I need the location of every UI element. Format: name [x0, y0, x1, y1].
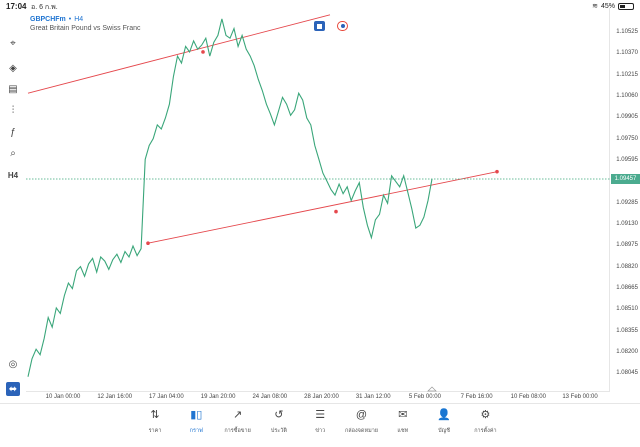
symbol-separator: • [68, 16, 72, 23]
time-axis-tick: 17 Jan 04:00 [149, 394, 184, 400]
time-axis-tick: 28 Jan 20:00 [304, 394, 339, 400]
nav-quotes[interactable]: ⇅ ราคา [135, 408, 175, 435]
nav-label: กล่องจดหมาย [344, 428, 379, 434]
nav-label: กราฟ [189, 428, 203, 434]
nav-chat[interactable]: ✉ แชท [383, 408, 423, 435]
nav-settings[interactable]: ⚙ การตั้งค่า [465, 408, 505, 435]
time-axis-tick: 5 Feb 00:00 [408, 394, 441, 400]
price-axis: 1.10525 1.10370 1.10215 1.10060 1.09905 1.097… [612, 0, 640, 400]
time-axis-tick: 10 Feb 08:00 [510, 394, 546, 400]
price-axis-tick: 1.08200 [616, 348, 638, 355]
time-axis-tick: 19 Jan 20:00 [200, 394, 236, 400]
price-series-line [27, 18, 433, 377]
symbol-description: Great Britain Pound vs Swiss Franc [30, 25, 141, 32]
nav-label: บัญชี [438, 428, 451, 434]
nav-label: ประวัติ [270, 428, 287, 434]
sell-button[interactable] [314, 21, 325, 31]
trade-icon: ↗ [232, 409, 243, 421]
price-axis-tick: 1.08355 [616, 327, 638, 334]
price-axis-tick: 1.08665 [616, 284, 638, 291]
chart-type-icon[interactable]: ▤ [8, 83, 18, 95]
chart-header: GBPCHFm • H4 Great Britain Pound vs Swis… [30, 15, 141, 33]
wifi-icon: ≋ [592, 3, 598, 10]
price-axis-tick: 1.10060 [616, 92, 638, 99]
trendline-anchor[interactable] [201, 50, 205, 54]
indicator-icon[interactable]: ◈ [9, 62, 17, 74]
symbol-label[interactable]: GBPCHFm [30, 16, 66, 23]
time-axis: 10 Jan 00:00 12 Jan 16:00 17 Jan 04:00 19 J… [26, 393, 610, 403]
trade-buttons [314, 21, 348, 31]
price-axis-tick: 1.09130 [616, 220, 638, 227]
battery-icon [618, 2, 634, 10]
trendline-2[interactable] [147, 171, 498, 244]
price-axis-tick: 1.08820 [616, 263, 638, 270]
chat-icon: ✉ [398, 409, 408, 421]
objects-icon[interactable]: ⌕ [10, 147, 16, 159]
left-toolbar: ⌖ ◈ ▤ ⫶ ƒ ⌕ H4 ◎ ⬌ [0, 34, 26, 404]
nav-accounts[interactable]: 👤 บัญชี [424, 408, 464, 435]
price-axis-tick: 1.08045 [616, 370, 638, 377]
price-axis-tick: 1.09750 [616, 135, 638, 142]
nav-label: การซื้อขาย [224, 428, 251, 434]
nav-trade[interactable]: ↗ การซื้อขาย [218, 408, 258, 435]
price-axis-tick: 1.10525 [616, 29, 638, 35]
crosshair-icon[interactable]: ⌖ [10, 37, 16, 49]
nav-news[interactable]: ☰ ข่าว [300, 408, 340, 435]
nav-label: ข่าว [315, 428, 326, 434]
battery-percent: 45% [600, 2, 615, 10]
mailbox-icon: @ [355, 409, 368, 421]
time-axis-tick: 31 Jan 12:00 [355, 394, 391, 400]
function-icon[interactable]: ƒ [10, 126, 16, 138]
nav-chart[interactable]: ▮▯ กราฟ [176, 408, 216, 435]
trendline-anchor[interactable] [495, 169, 499, 174]
nav-label: การตั้งค่า [474, 428, 497, 434]
settings-icon: ⚙ [480, 409, 491, 421]
one-click-trading-icon[interactable]: ⬌ [6, 382, 20, 396]
chart-area[interactable] [26, 8, 610, 392]
price-axis-tick: 1.08975 [616, 242, 638, 249]
quotes-icon: ⇅ [150, 409, 160, 421]
trendline-1[interactable] [27, 14, 331, 94]
time-axis-tick: 10 Jan 00:00 [45, 394, 81, 400]
quick-trade-icon[interactable]: ◎ [8, 358, 18, 370]
price-axis-tick: 1.09905 [616, 114, 638, 121]
trendline-anchor[interactable] [334, 209, 338, 214]
settings-sliders-icon[interactable]: ⫶ [11, 104, 15, 116]
price-axis-tick: 1.08510 [616, 306, 638, 313]
accounts-icon: 👤 [437, 409, 451, 421]
news-icon: ☰ [315, 409, 326, 421]
chart-icon: ▮▯ [190, 409, 203, 421]
status-time: 17:04 [6, 2, 27, 11]
price-axis-tick: 1.10215 [616, 71, 638, 78]
status-indicators: ≋ 45% [592, 2, 634, 10]
buy-button[interactable] [337, 21, 348, 31]
status-bar: 17:04 อ. 6 ก.พ. ≋ 45% [0, 0, 640, 14]
scroll-handle[interactable] [427, 386, 437, 392]
time-axis-tick: 7 Feb 16:00 [460, 394, 493, 400]
price-axis-tick: 1.10370 [616, 50, 638, 57]
status-date: อ. 6 ก.พ. [31, 4, 58, 11]
history-icon: ↺ [274, 409, 284, 421]
price-axis-tick: 1.09285 [616, 199, 638, 206]
current-price-badge: 1.09457 [611, 174, 640, 184]
timeframe-icon[interactable]: H4 [7, 170, 19, 180]
nav-label: ราคา [148, 428, 162, 434]
time-axis-tick: 24 Jan 08:00 [252, 394, 288, 400]
timeframe-label: H4 [74, 16, 84, 23]
nav-mailbox[interactable]: @ กล่องจดหมาย [342, 408, 382, 435]
nav-history[interactable]: ↺ ประวัติ [259, 408, 299, 435]
price-axis-tick: 1.09595 [616, 156, 638, 163]
trendline-anchor[interactable] [146, 241, 150, 246]
time-axis-tick: 13 Feb 00:00 [562, 394, 598, 400]
time-axis-tick: 12 Jan 16:00 [97, 394, 133, 400]
bottom-nav: ⇅ ราคา ▮▯ กราฟ ↗ การซื้อขาย ↺ ประวัติ ☰ ข่าว @ กล่อ… [0, 403, 640, 447]
nav-label: แชท [397, 428, 409, 434]
